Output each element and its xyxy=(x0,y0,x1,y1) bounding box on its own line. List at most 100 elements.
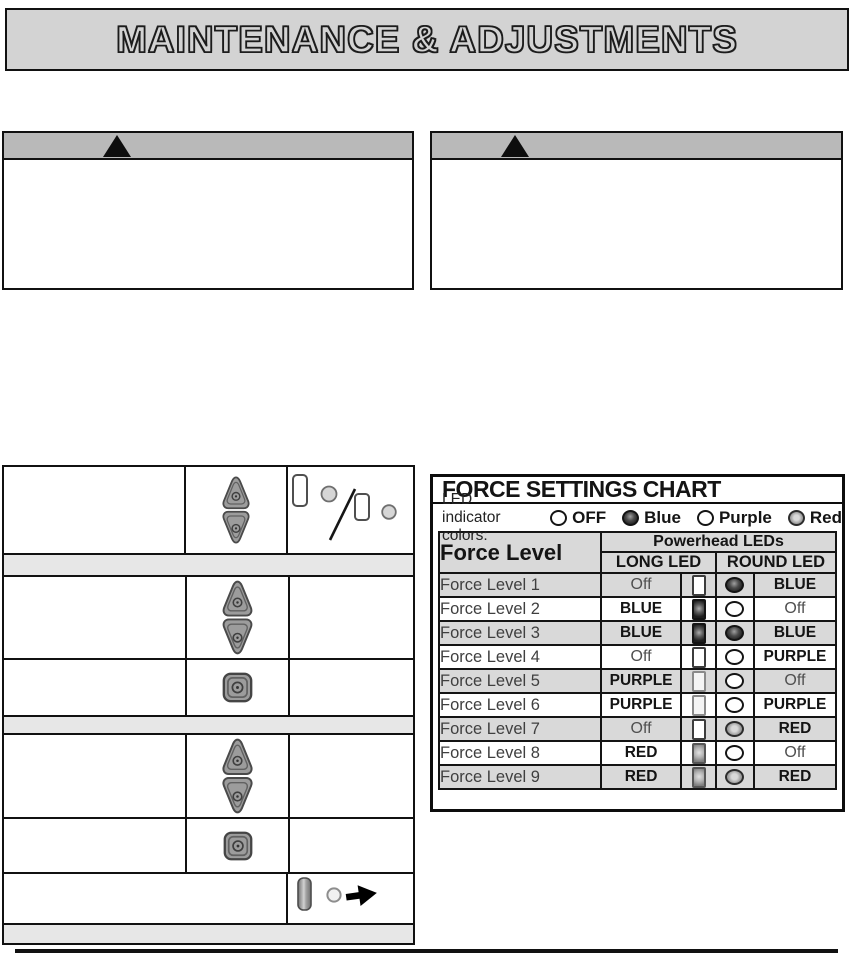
round-led-value: PURPLE xyxy=(752,644,838,670)
round-led-icon xyxy=(725,768,745,785)
force-level-row: Force Level 2 BLUE Off xyxy=(437,596,838,622)
long-led-icon xyxy=(691,670,706,692)
separator-row xyxy=(4,925,413,943)
round-led-value: RED xyxy=(752,716,838,742)
description-cell xyxy=(4,577,187,658)
legend-item-purple: Purple xyxy=(696,507,772,528)
round-led-cell xyxy=(714,620,755,646)
page-title: MAINTENANCE & ADJUSTMENTS xyxy=(115,18,738,61)
separator-row xyxy=(4,555,413,577)
page-footer-rule xyxy=(15,949,838,953)
led-diagram-cell xyxy=(290,577,413,658)
round-led-icon xyxy=(725,720,745,737)
legend-item-label: Purple xyxy=(718,507,772,527)
round-led-cell xyxy=(714,572,755,598)
round-led-icon xyxy=(725,672,745,689)
legend-item-off: OFF xyxy=(550,508,606,528)
force-level-row: Force Level 3 BLUE BLUE xyxy=(437,620,838,646)
long-led-cell xyxy=(680,668,717,694)
round-led-cell xyxy=(714,596,755,622)
table-row xyxy=(4,819,413,874)
force-level-label: Force Level 8 xyxy=(437,740,603,766)
round-led-cell xyxy=(714,644,755,670)
long-led-icon xyxy=(691,742,706,764)
led-diagram-cell xyxy=(288,467,413,553)
button-cell xyxy=(186,467,288,553)
legend-item-label: OFF xyxy=(572,507,607,527)
button-cell xyxy=(187,660,290,715)
led-off-icon xyxy=(550,509,568,526)
legend-item-blue: Blue xyxy=(622,508,681,528)
chart-title: FORCE SETTINGS CHART xyxy=(433,476,842,504)
description-cell xyxy=(4,874,288,923)
force-level-label: Force Level 5 xyxy=(437,668,603,694)
legend-item-label: Red xyxy=(809,507,842,527)
force-level-row: Force Level 7 Off RED xyxy=(437,716,838,742)
long-led-cell xyxy=(680,644,717,670)
round-led-cell xyxy=(714,740,755,766)
force-rows: Force Level 1 Off BLUE Force Level 2 BLU… xyxy=(437,572,838,790)
force-level-label: Force Level 1 xyxy=(437,572,603,598)
force-settings-chart: FORCE SETTINGS CHART LED indicator color… xyxy=(430,474,845,812)
long-led-cell xyxy=(680,572,717,598)
force-level-header: Force Level xyxy=(437,531,603,574)
legend-label: LED indicator colors: xyxy=(442,490,501,544)
led-legend: LED indicator colors: OFF Blue Purple Re… xyxy=(433,491,842,544)
round-led-cell xyxy=(714,716,755,742)
warning-box-right xyxy=(430,131,843,290)
table-row xyxy=(4,874,413,925)
long-led-cell xyxy=(680,764,717,790)
round-led-icon xyxy=(725,696,745,713)
force-level-row: Force Level 9 RED RED xyxy=(437,764,838,790)
separator-row xyxy=(4,717,413,735)
round-led-value: BLUE xyxy=(752,572,838,598)
button-cell xyxy=(187,577,290,658)
powerhead-leds-header: Powerhead LEDs xyxy=(600,531,837,553)
force-level-label: Force Level 2 xyxy=(437,596,603,622)
description-cell xyxy=(4,660,187,715)
table-row xyxy=(4,660,413,717)
long-led-icon xyxy=(691,766,706,788)
round-led-value: RED xyxy=(752,764,838,790)
up-down-buttons-icon xyxy=(222,580,253,655)
long-led-icon xyxy=(691,718,706,740)
long-led-cell xyxy=(680,692,717,718)
long-led-icon xyxy=(691,574,706,596)
led-diagram-cell xyxy=(290,819,413,872)
square-button-icon xyxy=(223,831,252,860)
force-level-label: Force Level 9 xyxy=(437,764,603,790)
long-led-lit-arrow-diagram xyxy=(297,877,377,911)
button-cell xyxy=(187,819,290,872)
long-led-value: PURPLE xyxy=(600,668,683,694)
long-led-cell xyxy=(680,620,717,646)
controls-table xyxy=(2,465,415,945)
square-button-icon xyxy=(222,672,253,703)
long-led-cell xyxy=(680,716,717,742)
force-level-row: Force Level 8 RED Off xyxy=(437,740,838,766)
table-row xyxy=(4,577,413,660)
force-level-row: Force Level 5 PURPLE Off xyxy=(437,668,838,694)
force-level-label: Force Level 3 xyxy=(437,620,603,646)
warning-triangle-icon xyxy=(501,135,529,157)
warning-header xyxy=(4,133,412,160)
long-led-icon xyxy=(691,622,706,644)
round-led-cell xyxy=(714,668,755,694)
round-led-value: PURPLE xyxy=(752,692,838,718)
up-down-buttons-icon xyxy=(222,738,253,814)
description-cell xyxy=(4,467,186,553)
table-row xyxy=(4,735,413,819)
long-led-cell xyxy=(680,740,717,766)
force-level-row: Force Level 1 Off BLUE xyxy=(437,572,838,598)
legend-item-label: Blue xyxy=(644,507,681,527)
round-led-cell xyxy=(714,692,755,718)
led-indicators-diagram xyxy=(292,474,397,541)
long-led-value: Off xyxy=(600,572,683,598)
round-led-value: Off xyxy=(752,740,838,766)
led-diagram-cell xyxy=(290,735,413,817)
button-cell xyxy=(187,735,290,817)
force-level-row: Force Level 4 Off PURPLE xyxy=(437,644,838,670)
round-led-value: Off xyxy=(752,668,838,694)
long-led-cell xyxy=(680,596,717,622)
round-led-value: Off xyxy=(752,596,838,622)
long-led-value: RED xyxy=(600,764,683,790)
